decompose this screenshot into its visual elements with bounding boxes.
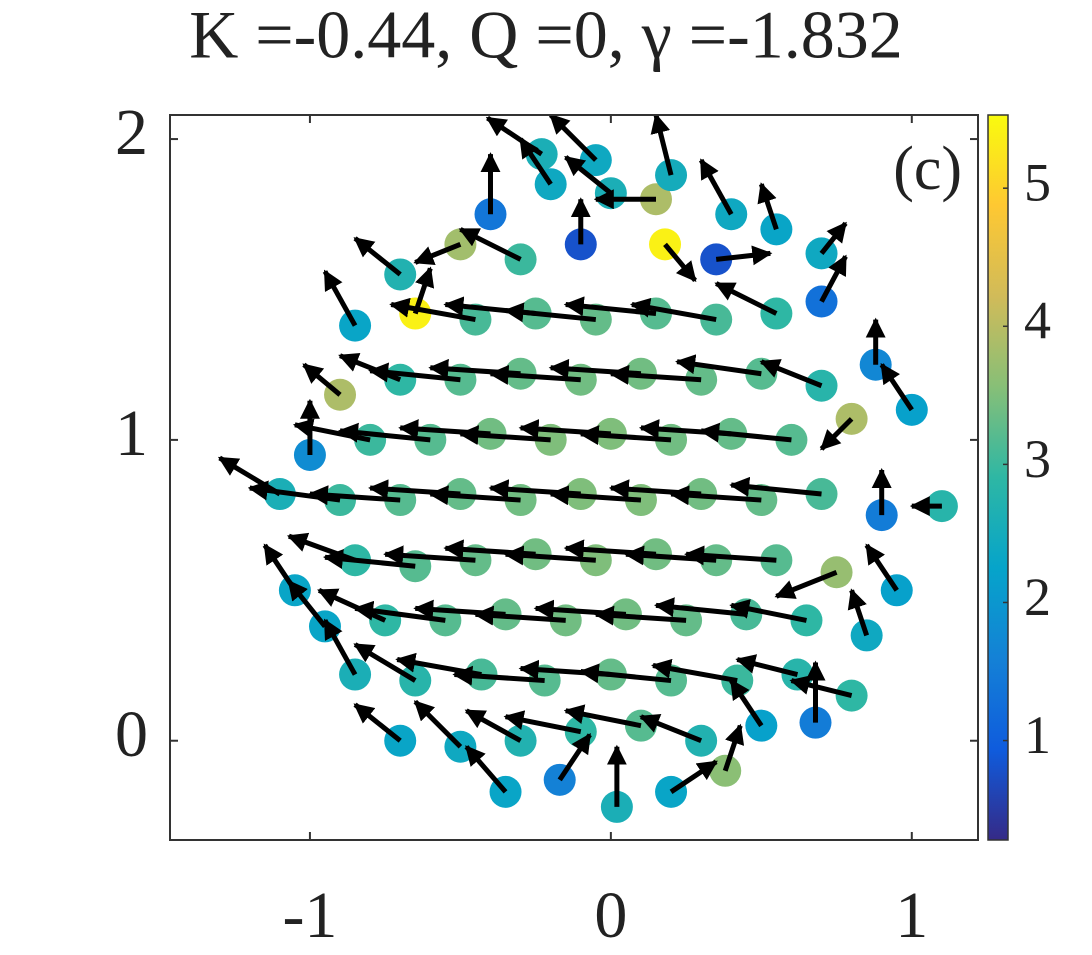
arrow bbox=[757, 182, 779, 231]
arrow bbox=[413, 242, 462, 266]
panel-label: (c) bbox=[893, 135, 962, 203]
x-tick-label: 1 bbox=[895, 879, 928, 952]
colorbar-tick-label: 4 bbox=[1024, 291, 1051, 351]
arrow bbox=[729, 678, 764, 728]
arrow bbox=[651, 658, 738, 684]
arrow bbox=[714, 281, 778, 316]
arrow bbox=[557, 733, 592, 782]
arrow bbox=[503, 302, 597, 323]
arrow bbox=[322, 269, 358, 327]
arrow bbox=[639, 714, 703, 744]
arrow bbox=[650, 115, 674, 176]
arrow bbox=[669, 759, 718, 794]
arrow bbox=[608, 364, 702, 385]
x-tick-label: 0 bbox=[594, 879, 627, 952]
arrow bbox=[286, 532, 356, 563]
point bbox=[745, 484, 778, 517]
arrow bbox=[464, 708, 522, 743]
colorbar-tick-label: 1 bbox=[1024, 705, 1051, 765]
arrow bbox=[563, 704, 642, 729]
arrow bbox=[847, 588, 870, 637]
arrow bbox=[593, 605, 687, 626]
colorbar-tick-label: 5 bbox=[1024, 153, 1051, 213]
arrow bbox=[458, 227, 522, 262]
arrow bbox=[735, 654, 799, 677]
arrow bbox=[699, 422, 792, 443]
colorbar bbox=[987, 114, 1009, 841]
arrow bbox=[262, 543, 297, 592]
arrow bbox=[669, 485, 762, 506]
x-tick-label: -1 bbox=[282, 879, 337, 952]
arrow bbox=[729, 599, 807, 623]
arrow bbox=[789, 675, 853, 699]
arrow bbox=[879, 363, 914, 412]
arrow bbox=[819, 221, 848, 255]
arrow bbox=[564, 155, 613, 196]
arrow bbox=[759, 359, 823, 389]
chart-title: K =-0.44, Q =0, γ =-1.832 bbox=[189, 0, 903, 73]
arrow bbox=[389, 297, 476, 323]
arrow bbox=[464, 745, 508, 794]
arrow bbox=[729, 476, 822, 497]
y-tick-label: 0 bbox=[115, 698, 148, 771]
arrow bbox=[819, 254, 848, 303]
arrow bbox=[629, 297, 717, 323]
arrow bbox=[578, 663, 672, 684]
arrow bbox=[518, 137, 553, 186]
arrow bbox=[353, 236, 402, 277]
point bbox=[324, 484, 357, 517]
arrow bbox=[715, 245, 773, 266]
arrow bbox=[698, 158, 734, 216]
arrow bbox=[217, 455, 282, 497]
y-tick-label: 1 bbox=[115, 397, 148, 470]
arrow bbox=[864, 543, 899, 592]
arrow bbox=[322, 618, 358, 676]
arrow bbox=[774, 569, 838, 599]
colorbar-tick-label: 3 bbox=[1024, 429, 1051, 489]
arrow bbox=[302, 362, 342, 397]
arrow bbox=[485, 115, 544, 157]
arrow bbox=[412, 266, 435, 315]
plot-area bbox=[217, 115, 958, 823]
arrow bbox=[353, 702, 402, 743]
y-tick-label: 2 bbox=[115, 96, 148, 169]
arrow bbox=[722, 723, 745, 772]
arrow bbox=[675, 354, 762, 377]
arrow bbox=[819, 417, 854, 451]
colorbar-tick-label: 2 bbox=[1024, 567, 1051, 627]
arrow bbox=[548, 115, 598, 162]
axes-box bbox=[169, 114, 979, 841]
arrow bbox=[663, 242, 698, 283]
arrow bbox=[413, 699, 463, 749]
arrow bbox=[353, 642, 417, 683]
arrow bbox=[684, 545, 777, 566]
arrow bbox=[503, 710, 582, 735]
